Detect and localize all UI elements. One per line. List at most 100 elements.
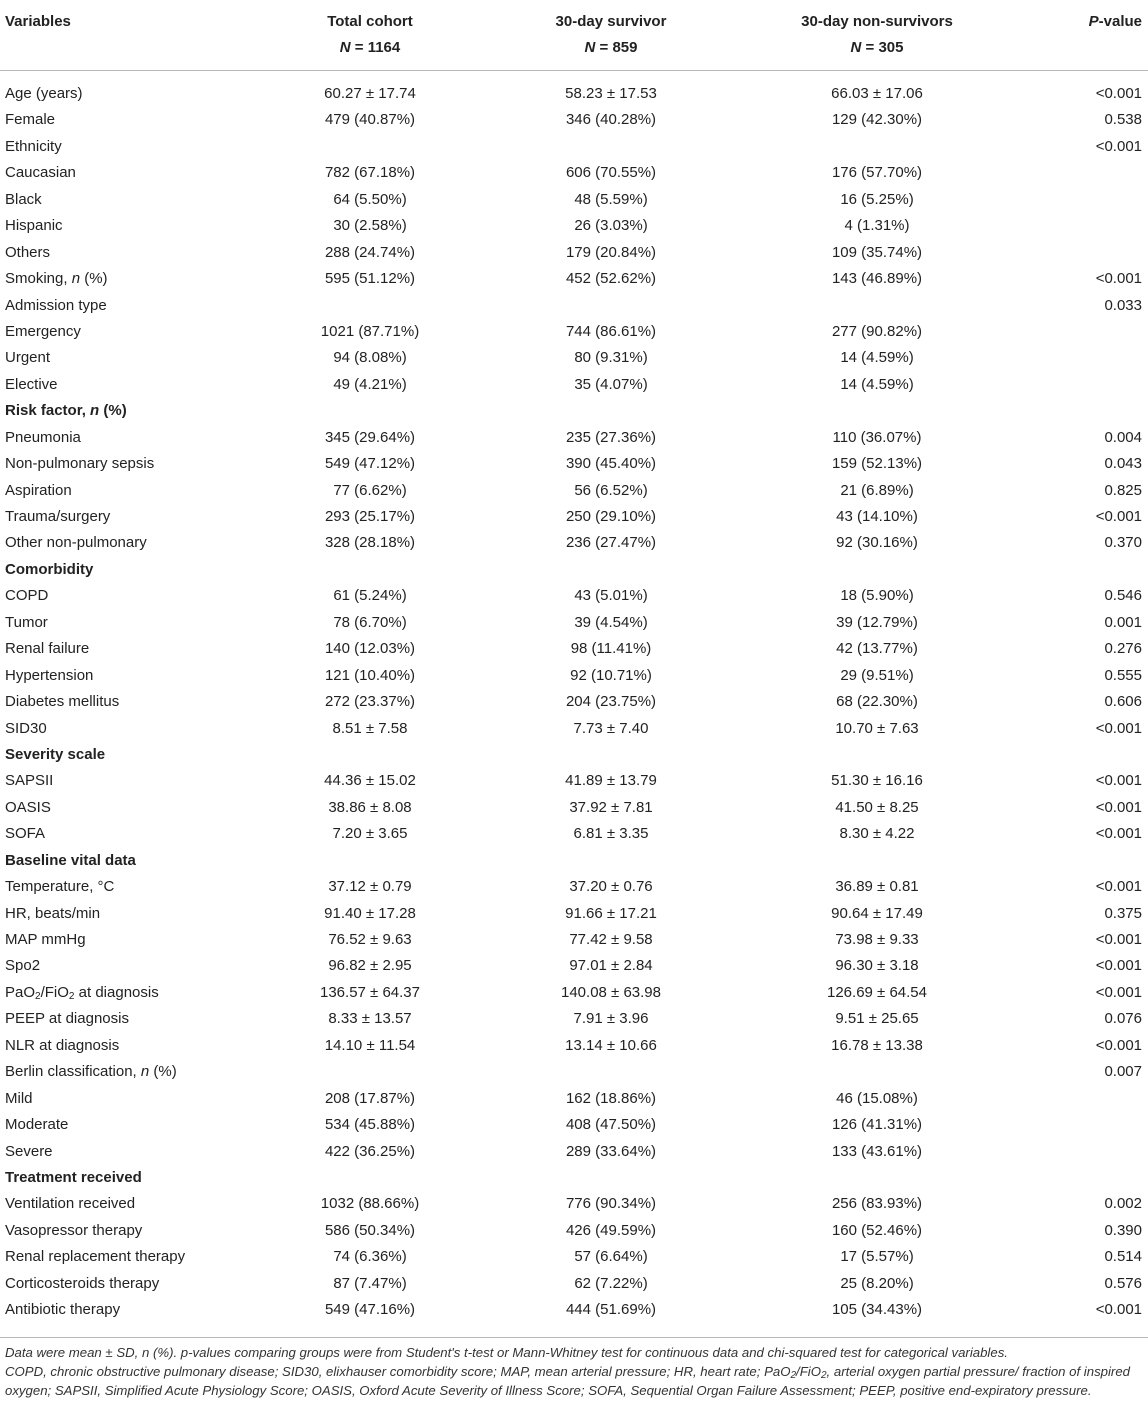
footnote-line-2: COPD, chronic obstructive pulmonary dise… bbox=[5, 1364, 1130, 1398]
non-survivor-cell: 36.89 ± 0.81 bbox=[835, 878, 919, 896]
variable-cell: SOFA bbox=[5, 825, 46, 843]
p-value-cell: 0.825 bbox=[1104, 481, 1142, 499]
table-row: NLR at diagnosis 14.10 ± 11.54 13.14 ± 10.… bbox=[0, 1033, 1148, 1059]
table-bottom-rule bbox=[0, 1337, 1148, 1338]
non-survivor-cell: 66.03 ± 17.06 bbox=[831, 85, 923, 102]
table-row: Black 64 (5.50%) 48 (5.59%) 16 (5.25%) bbox=[0, 187, 1148, 213]
p-value-cell: <0.001 bbox=[1095, 508, 1142, 525]
variable-cell: Ethnicity bbox=[5, 137, 62, 155]
non-survivor-cell: 143 (46.89%) bbox=[831, 270, 923, 288]
non-survivor-cell: 133 (43.61%) bbox=[831, 1142, 923, 1160]
header-p-value: P-value bbox=[1088, 13, 1142, 30]
non-survivor-cell: 110 (36.07%) bbox=[832, 428, 922, 446]
header-total-title: Total cohort bbox=[327, 13, 413, 30]
total-cell: 76.52 ± 9.63 bbox=[328, 931, 412, 948]
non-survivor-cell: 277 (90.82%) bbox=[831, 322, 923, 340]
variable-cell: Female bbox=[5, 111, 56, 129]
section-row: Severity scale bbox=[0, 742, 1148, 768]
p-value-cell: 0.276 bbox=[1104, 640, 1142, 658]
variable-cell: Hypertension bbox=[5, 666, 94, 684]
table-row: SOFA 7.20 ± 3.65 6.81 ± 3.35 8.30 ± 4.22 <0.… bbox=[0, 821, 1148, 847]
variable-cell: Ventilation received bbox=[5, 1195, 136, 1213]
variable-cell: COPD bbox=[5, 587, 49, 605]
section-row: Treatment received bbox=[0, 1165, 1148, 1191]
survivor-cell: 235 (27.36%) bbox=[565, 428, 657, 446]
survivor-cell: 179 (20.84%) bbox=[565, 243, 657, 261]
header-total-n: N = 1164 bbox=[339, 39, 401, 56]
survivor-cell: 140.08 ± 63.98 bbox=[561, 983, 661, 1001]
table-row: Others 288 (24.74%) 179 (20.84%) 109 (35.74… bbox=[0, 240, 1148, 266]
p-value-cell: 0.370 bbox=[1104, 534, 1142, 552]
total-cell: 595 (51.12%) bbox=[324, 270, 416, 288]
variable-cell: Black bbox=[5, 190, 42, 208]
non-survivor-cell: 21 (6.89%) bbox=[840, 481, 914, 499]
variable-cell: Trauma/surgery bbox=[5, 508, 111, 525]
total-cell: 96.82 ± 2.95 bbox=[328, 957, 412, 975]
survivor-cell: 58.23 ± 17.53 bbox=[565, 85, 657, 102]
table-row: Elective 49 (4.21%) 35 (4.07%) 14 (4.59%) bbox=[0, 372, 1148, 398]
survivor-cell: 57 (6.64%) bbox=[574, 1248, 648, 1266]
p-value-cell: 0.375 bbox=[1104, 904, 1142, 922]
survivor-cell: 7.73 ± 7.40 bbox=[573, 719, 649, 737]
variable-cell: PaO2/FiO2 at diagnosis bbox=[5, 983, 159, 1002]
survivor-cell: 62 (7.22%) bbox=[574, 1274, 648, 1292]
table-body: Age (years) 60.27 ± 17.74 58.23 ± 17.53 66.… bbox=[0, 71, 1148, 1324]
p-value-cell: 0.606 bbox=[1104, 693, 1142, 711]
variable-cell: Tumor bbox=[5, 613, 48, 631]
table-row: Caucasian 782 (67.18%) 606 (70.55%) 176 (57… bbox=[0, 160, 1148, 186]
non-survivor-cell: 8.30 ± 4.22 bbox=[839, 825, 915, 843]
survivor-cell: 80 (9.31%) bbox=[574, 349, 648, 367]
table-row: Vasopressor therapy 586 (50.34%) 426 (49.5… bbox=[0, 1218, 1148, 1244]
p-value-cell: 0.076 bbox=[1104, 1010, 1142, 1028]
survivor-cell: 13.14 ± 10.66 bbox=[565, 1036, 657, 1054]
total-cell: 61 (5.24%) bbox=[333, 587, 407, 605]
survivor-cell: 98 (11.41%) bbox=[570, 640, 652, 658]
total-cell: 782 (67.18%) bbox=[324, 164, 416, 182]
non-survivor-cell: 17 (5.57%) bbox=[840, 1248, 914, 1266]
survivor-cell: 236 (27.47%) bbox=[565, 534, 657, 552]
survivor-cell: 6.81 ± 3.35 bbox=[573, 825, 649, 843]
header-survivor-title: 30-day survivor bbox=[555, 13, 667, 30]
table-row: Temperature, °C 37.12 ± 0.79 37.20 ± 0.76 3… bbox=[0, 874, 1148, 900]
survivor-cell: 426 (49.59%) bbox=[565, 1221, 657, 1239]
non-survivor-cell: 109 (35.74%) bbox=[831, 243, 923, 261]
non-survivor-cell: 176 (57.70%) bbox=[831, 164, 923, 182]
table-row: Tumor 78 (6.70%) 39 (4.54%) 39 (12.79%) 0.00… bbox=[0, 610, 1148, 636]
p-value-cell: 0.001 bbox=[1104, 613, 1142, 631]
p-value-cell: 0.007 bbox=[1104, 1063, 1142, 1081]
non-survivor-cell: 92 (30.16%) bbox=[836, 534, 918, 552]
total-cell: 293 (25.17%) bbox=[324, 508, 416, 525]
variable-cell: Moderate bbox=[5, 1116, 69, 1134]
p-value-cell: <0.001 bbox=[1095, 878, 1142, 896]
non-survivor-cell: 159 (52.13%) bbox=[831, 455, 923, 473]
total-cell: 94 (8.08%) bbox=[333, 349, 407, 367]
survivor-cell: 43 (5.01%) bbox=[574, 587, 648, 605]
survivor-cell: 77.42 ± 9.58 bbox=[569, 931, 653, 948]
table-row: OASIS 38.86 ± 8.08 37.92 ± 7.81 41.50 ± 8.2… bbox=[0, 795, 1148, 821]
p-value-cell: <0.001 bbox=[1095, 719, 1142, 737]
total-cell: 534 (45.88%) bbox=[324, 1116, 416, 1134]
variable-cell: Treatment received bbox=[5, 1168, 142, 1186]
table-row: Trauma/surgery 293 (25.17%) 250 (29.10%) 43… bbox=[0, 504, 1148, 530]
non-survivor-cell: 90.64 ± 17.49 bbox=[831, 904, 923, 922]
total-cell: 87 (7.47%) bbox=[333, 1274, 407, 1292]
total-cell: 288 (24.74%) bbox=[324, 243, 416, 261]
survivor-cell: 346 (40.28%) bbox=[565, 111, 657, 129]
survivor-cell: 744 (86.61%) bbox=[565, 322, 657, 340]
p-value-cell: <0.001 bbox=[1095, 825, 1142, 843]
total-cell: 44.36 ± 15.02 bbox=[324, 772, 416, 790]
table-header: Variables Total cohort N = 1164 30-day s… bbox=[0, 0, 1148, 71]
survivor-cell: 408 (47.50%) bbox=[565, 1116, 657, 1134]
p-value-cell: <0.001 bbox=[1095, 772, 1142, 790]
variable-cell: Vasopressor therapy bbox=[5, 1221, 143, 1239]
table-row: PEEP at diagnosis 8.33 ± 13.57 7.91 ± 3.96… bbox=[0, 1006, 1148, 1032]
non-survivor-cell: 25 (8.20%) bbox=[840, 1274, 914, 1292]
non-survivor-cell: 105 (34.43%) bbox=[831, 1301, 923, 1319]
total-cell: 74 (6.36%) bbox=[333, 1248, 407, 1266]
table-row: Pneumonia 345 (29.64%) 235 (27.36%) 110 (36… bbox=[0, 425, 1148, 451]
non-survivor-cell: 9.51 ± 25.65 bbox=[835, 1010, 919, 1028]
header-survivor-n: N = 859 bbox=[584, 39, 638, 56]
variable-cell: Severe bbox=[5, 1142, 53, 1160]
survivor-cell: 92 (10.71%) bbox=[570, 666, 652, 684]
survivor-cell: 37.20 ± 0.76 bbox=[569, 878, 653, 896]
